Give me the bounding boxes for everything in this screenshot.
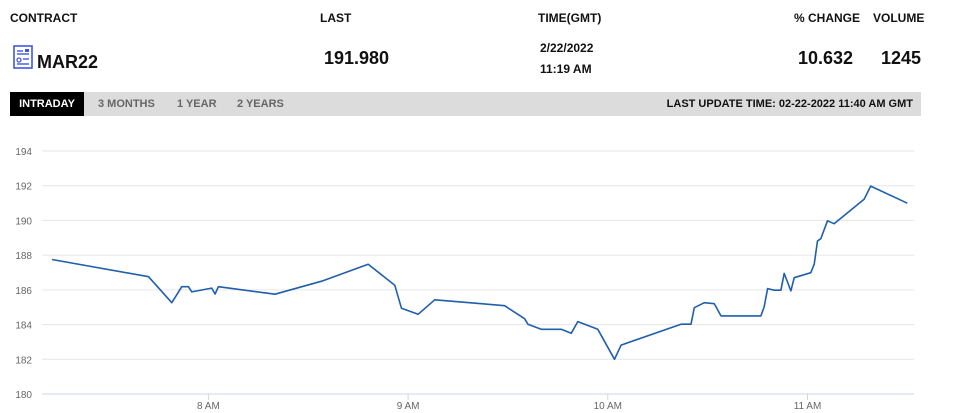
last-update-time: LAST UPDATE TIME: 02-22-2022 11:40 AM GM… <box>666 98 913 110</box>
tab-3-months[interactable]: 3 MONTHS <box>98 98 155 110</box>
y-tick-label: 190 <box>15 216 32 227</box>
y-tick-label: 194 <box>15 147 32 158</box>
x-tick-label: 10 AM <box>594 401 622 412</box>
tab-1-year[interactable]: 1 YEAR <box>177 98 217 110</box>
contract-header: CONTRACT <box>10 11 78 25</box>
time-value: 11:19 AM <box>540 62 592 76</box>
x-tick-label: 11 AM <box>794 401 822 412</box>
tab-intraday[interactable]: INTRADAY <box>10 92 84 116</box>
volume-header: VOLUME <box>873 11 925 25</box>
y-tick-label: 188 <box>15 251 32 262</box>
x-tick-label: 8 AM <box>197 401 220 412</box>
change-value: 10.632 <box>797 48 853 68</box>
price-line <box>51 185 908 361</box>
y-tick-label: 184 <box>15 321 32 332</box>
y-tick-label: 180 <box>15 390 32 401</box>
y-tick-label: 182 <box>15 355 32 366</box>
time-header: TIME(GMT) <box>538 11 602 25</box>
change-header: % CHANGE <box>794 11 861 25</box>
contract-value: MAR22 <box>37 52 99 72</box>
volume-value: 1245 <box>880 48 921 68</box>
y-tick-label: 186 <box>15 286 32 297</box>
contract-document-icon <box>13 45 33 74</box>
last-header: LAST <box>320 11 352 25</box>
x-tick-label: 9 AM <box>397 401 420 412</box>
last-value: 191.980 <box>324 48 390 68</box>
date-value: 2/22/2022 <box>540 41 594 55</box>
y-tick-label: 192 <box>15 182 32 193</box>
tab-2-years[interactable]: 2 YEARS <box>237 98 284 110</box>
range-tab-bar: INTRADAY 3 MONTHS 1 YEAR 2 YEARS LAST UP… <box>10 92 921 116</box>
